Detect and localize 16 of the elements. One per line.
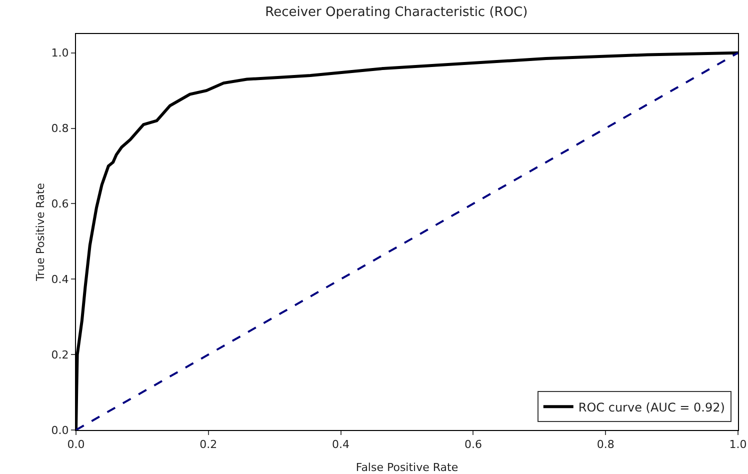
y-tick-label: 0.2 [51, 348, 69, 362]
y-tick-label: 1.0 [51, 46, 69, 60]
x-axis-title: False Positive Rate [356, 461, 458, 474]
y-tick-label: 0.8 [51, 122, 69, 136]
y-axis-title: True Positive Rate [34, 182, 47, 282]
x-tick-label: 1.0 [729, 438, 747, 452]
legend-label: ROC curve (AUC = 0.92) [578, 400, 725, 414]
y-tick-label: 0.4 [51, 272, 69, 286]
y-tick-label: 0.0 [51, 424, 69, 437]
x-tick-label: 0.2 [200, 438, 218, 452]
x-tick-label: 0.4 [332, 438, 350, 452]
chart-title: Receiver Operating Characteristic (ROC) [265, 5, 528, 20]
y-tick-label: 0.6 [51, 198, 69, 211]
x-tick-label: 0.8 [596, 438, 614, 452]
x-tick-label: 0.6 [464, 438, 482, 452]
x-tick-label: 0.0 [67, 438, 85, 452]
